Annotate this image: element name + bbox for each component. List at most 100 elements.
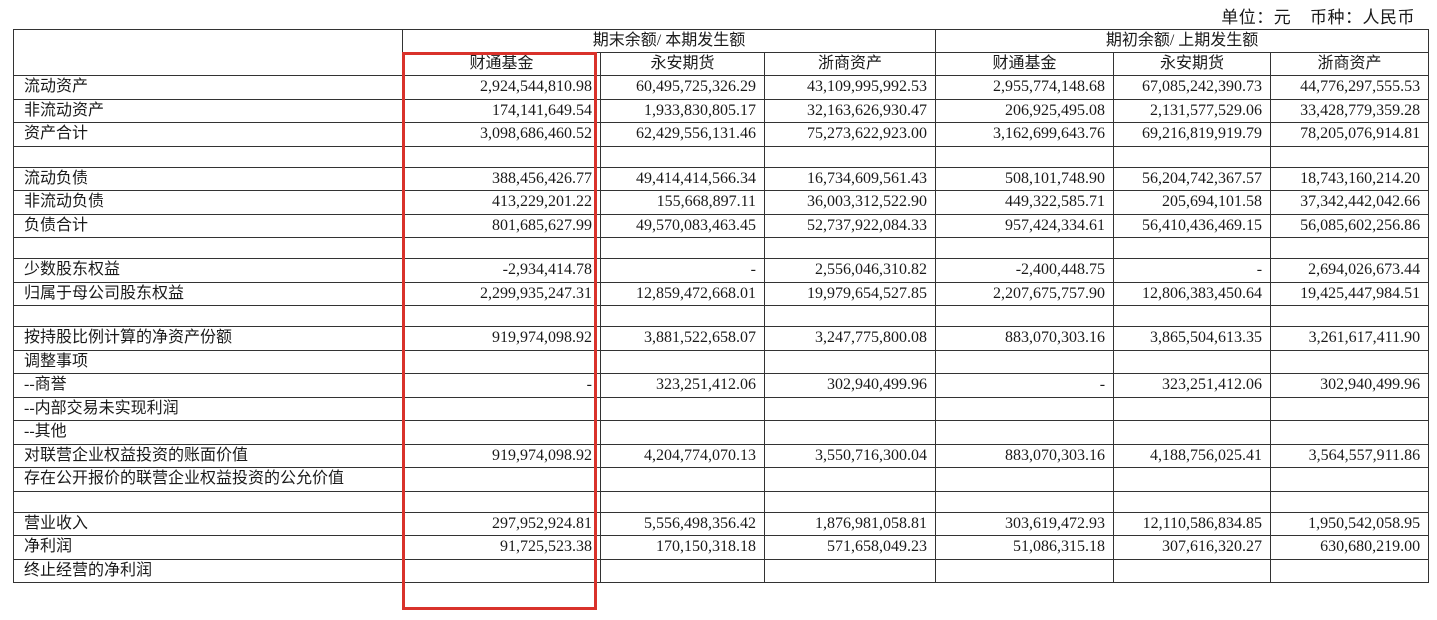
- value-cell: [600, 467, 765, 492]
- value-cell: 3,162,699,643.76: [935, 122, 1115, 147]
- row-label: --其他: [13, 420, 403, 445]
- value-cell: [935, 558, 1115, 583]
- unit-label: 单位：元: [1221, 8, 1292, 27]
- value-cell: [600, 490, 765, 513]
- value-cell: 205,694,101.58: [1113, 190, 1272, 215]
- value-cell: [1113, 305, 1272, 327]
- row-label: 流动负债: [13, 166, 403, 191]
- header-col-prior-caitong: 财通基金: [935, 52, 1115, 76]
- value-cell: 2,694,026,673.44: [1270, 258, 1430, 283]
- table-row: 对联营企业权益投资的账面价值 919,974,098.92 4,204,774,07…: [13, 443, 1430, 468]
- value-cell: 3,247,775,800.08: [763, 326, 937, 351]
- table-row: --其他: [13, 420, 1430, 445]
- header-item-column: [13, 29, 403, 76]
- value-cell: 33,428,779,359.28: [1270, 98, 1430, 123]
- value-cell: [1270, 558, 1430, 583]
- value-cell: [1270, 490, 1430, 513]
- header-col-prior-yongan: 永安期货: [1113, 52, 1272, 76]
- value-cell: [600, 396, 765, 421]
- value-cell: 302,940,499.96: [1270, 373, 1430, 398]
- value-cell: [935, 490, 1115, 513]
- value-cell: 2,299,935,247.31: [402, 281, 601, 306]
- value-cell: [1113, 558, 1272, 583]
- value-cell: [600, 305, 765, 327]
- row-label: 按持股比例计算的净资产份额: [13, 326, 403, 351]
- table-row: 存在公开报价的联营企业权益投资的公允价值: [13, 467, 1430, 492]
- value-cell: 323,251,412.06: [600, 373, 765, 398]
- value-cell: 37,342,442,042.66: [1270, 190, 1430, 215]
- value-cell: 19,979,654,527.85: [763, 281, 937, 306]
- row-label: [13, 145, 403, 168]
- value-cell: [935, 420, 1115, 445]
- row-label: 少数股东权益: [13, 258, 403, 283]
- value-cell: [600, 237, 765, 259]
- row-label: --内部交易未实现利润: [13, 396, 403, 421]
- value-cell: 62,429,556,131.46: [600, 122, 765, 147]
- value-cell: [763, 237, 937, 259]
- value-cell: 4,188,756,025.41: [1113, 443, 1272, 468]
- header-col-current-zheshang: 浙商资产: [763, 52, 937, 76]
- value-cell: [1270, 467, 1430, 492]
- value-cell: 32,163,626,930.47: [763, 98, 937, 123]
- value-cell: 12,859,472,668.01: [600, 281, 765, 306]
- value-cell: 16,734,609,561.43: [763, 166, 937, 191]
- table-row: 资产合计 3,098,686,460.52 62,429,556,131.46 75,…: [13, 122, 1430, 147]
- value-cell: [1113, 420, 1272, 445]
- table-row: 调整事项: [13, 349, 1430, 374]
- row-label: 营业收入: [13, 511, 403, 536]
- value-cell: 508,101,748.90: [935, 166, 1115, 191]
- value-cell: [1113, 349, 1272, 374]
- value-cell: 919,974,098.92: [402, 443, 601, 468]
- value-cell: 49,414,414,566.34: [600, 166, 765, 191]
- table-row: [13, 237, 1430, 259]
- value-cell: [1270, 305, 1430, 327]
- value-cell: 2,556,046,310.82: [763, 258, 937, 283]
- table-row: --商誉 -323,251,412.06 302,940,499.96-323,25…: [13, 373, 1430, 398]
- value-cell: [600, 420, 765, 445]
- value-cell: 303,619,472.93: [935, 511, 1115, 536]
- header-group-row: 期末余额/ 本期发生额 期初余额/ 上期发生额: [13, 29, 1430, 76]
- value-cell: [763, 490, 937, 513]
- value-cell: [1270, 237, 1430, 259]
- value-cell: [935, 237, 1115, 259]
- value-cell: [1113, 490, 1272, 513]
- value-cell: [402, 467, 601, 492]
- value-cell: 44,776,297,555.53: [1270, 75, 1430, 100]
- value-cell: 170,150,318.18: [600, 535, 765, 560]
- value-cell: 297,952,924.81: [402, 511, 601, 536]
- header-group-current: 期末余额/ 本期发生额: [401, 29, 937, 53]
- value-cell: 206,925,495.08: [935, 98, 1115, 123]
- value-cell: 2,131,577,529.06: [1113, 98, 1272, 123]
- table-row: 负债合计 801,685,627.99 49,570,083,463.45 52,73…: [13, 213, 1430, 238]
- unit-currency-note: 单位：元 币种：人民币: [1207, 3, 1415, 28]
- value-cell: 56,410,436,469.15: [1113, 213, 1272, 238]
- value-cell: -: [1113, 258, 1272, 283]
- value-cell: 1,933,830,805.17: [600, 98, 765, 123]
- row-label: 存在公开报价的联营企业权益投资的公允价值: [13, 467, 403, 492]
- value-cell: 449,322,585.71: [935, 190, 1115, 215]
- table-row: 净利润 91,725,523.38 170,150,318.18 571,658,04…: [13, 535, 1430, 560]
- table-row: 少数股东权益 -2,934,414.78-2,556,046,310.82 -2,4…: [13, 258, 1430, 283]
- value-cell: 52,737,922,084.33: [763, 213, 937, 238]
- value-cell: -: [402, 373, 601, 398]
- header-group-prior: 期初余额/ 上期发生额: [935, 29, 1430, 53]
- value-cell: [763, 558, 937, 583]
- value-cell: [402, 490, 601, 513]
- value-cell: [600, 349, 765, 374]
- value-cell: 307,616,320.27: [1113, 535, 1272, 560]
- table-row: [13, 145, 1430, 168]
- table-row: 按持股比例计算的净资产份额 919,974,098.92 3,881,522,658…: [13, 326, 1430, 351]
- value-cell: [935, 305, 1115, 327]
- value-cell: 56,204,742,367.57: [1113, 166, 1272, 191]
- table-row: 营业收入 297,952,924.81 5,556,498,356.42 1,876,…: [13, 511, 1430, 536]
- value-cell: 957,424,334.61: [935, 213, 1115, 238]
- value-cell: [763, 420, 937, 445]
- value-cell: 2,924,544,810.98: [402, 75, 601, 100]
- value-cell: 3,261,617,411.90: [1270, 326, 1430, 351]
- value-cell: [1113, 467, 1272, 492]
- row-label: 净利润: [13, 535, 403, 560]
- value-cell: 5,556,498,356.42: [600, 511, 765, 536]
- table-row: 非流动资产 174,141,649.54 1,933,830,805.17 32,16…: [13, 98, 1430, 123]
- row-label: [13, 490, 403, 513]
- value-cell: [763, 396, 937, 421]
